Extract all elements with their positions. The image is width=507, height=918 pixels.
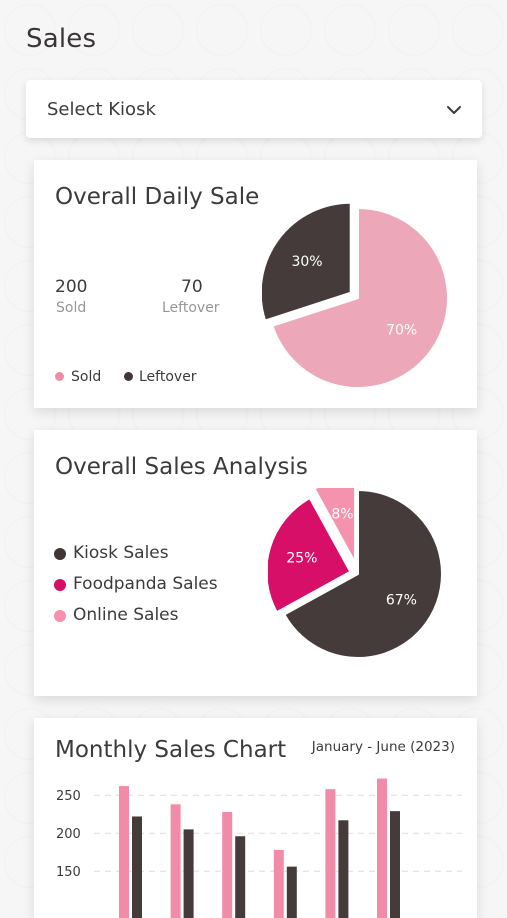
legend-label-leftover: Leftover: [139, 369, 197, 385]
bar-series1-1: [183, 829, 194, 918]
legend-label-sold: Sold: [71, 369, 102, 385]
daily-sale-title: Overall Daily Sale: [55, 184, 260, 210]
leftover-value: 70: [181, 277, 203, 297]
y-tick-label-1: 200: [56, 827, 81, 842]
y-tick-label-0: 150: [56, 865, 81, 880]
page-title: Sales: [26, 24, 97, 54]
kiosk-select[interactable]: Select Kiosk: [26, 80, 482, 138]
daily-sale-pie-slice-0: [271, 207, 449, 389]
legend-label-kiosk-sales: Kiosk Sales: [73, 543, 169, 563]
leftover-label: Leftover: [162, 300, 220, 316]
sales-analysis-title: Overall Sales Analysis: [55, 454, 308, 480]
bar-series1-2: [235, 836, 246, 918]
sold-label: Sold: [56, 300, 87, 316]
bar-series0-0: [119, 786, 129, 918]
legend-dot-foodpanda-sales: [54, 579, 66, 591]
sold-value: 200: [55, 277, 88, 297]
daily-sale-pie-chart: 70% 30%: [262, 201, 449, 389]
bar-series1-5: [390, 811, 400, 918]
daily-sale-pie-slice-label-0: 70%: [386, 323, 417, 339]
sales-analysis-card: Overall Sales Analysis Kiosk Sales Foodp…: [34, 430, 477, 696]
sales-analysis-pie-chart: 67% 25% 8%: [268, 488, 443, 659]
monthly-sales-bar-chart: 150 200 250: [56, 778, 462, 918]
legend-label-online-sales: Online Sales: [73, 605, 179, 625]
legend-dot-leftover: [124, 372, 133, 381]
sales-analysis-pie-slice-label-0: 67%: [386, 593, 417, 609]
bar-series1-4: [338, 820, 349, 918]
kiosk-select-label: Select Kiosk: [47, 98, 156, 120]
monthly-sales-title: Monthly Sales Chart: [55, 737, 287, 763]
y-tick-label-2: 250: [56, 789, 81, 804]
legend-dot-sold: [55, 372, 64, 381]
daily-sale-card: Overall Daily Sale 200 Sold 70 Leftover …: [34, 160, 477, 408]
monthly-sales-period: January - June (2023): [311, 739, 455, 755]
bar-series0-3: [273, 849, 284, 918]
bar-series0-5: [377, 778, 387, 918]
daily-sale-pie-slice-label-1: 30%: [291, 254, 322, 270]
legend-dot-online-sales: [54, 610, 66, 622]
monthly-sales-card: Monthly Sales Chart January - June (2023…: [34, 718, 477, 918]
chevron-down-icon: [446, 100, 462, 119]
daily-sale-pie-slice-1: [262, 201, 352, 322]
sales-analysis-pie-slice-1: [268, 497, 352, 614]
legend-label-foodpanda-sales: Foodpanda Sales: [73, 574, 218, 594]
bar-series1-3: [286, 866, 297, 918]
legend-dot-kiosk-sales: [54, 548, 66, 560]
sales-analysis-pie-slice-label-2: 8%: [331, 507, 353, 523]
bar-series0-1: [170, 804, 181, 918]
sales-analysis-pie-slice-0: [283, 489, 443, 659]
sales-analysis-pie-slice-2: [313, 488, 357, 564]
bar-series1-0: [132, 816, 142, 918]
bar-series0-2: [222, 811, 233, 918]
bar-series0-4: [325, 789, 336, 918]
sales-analysis-pie-slice-label-1: 25%: [286, 551, 317, 567]
